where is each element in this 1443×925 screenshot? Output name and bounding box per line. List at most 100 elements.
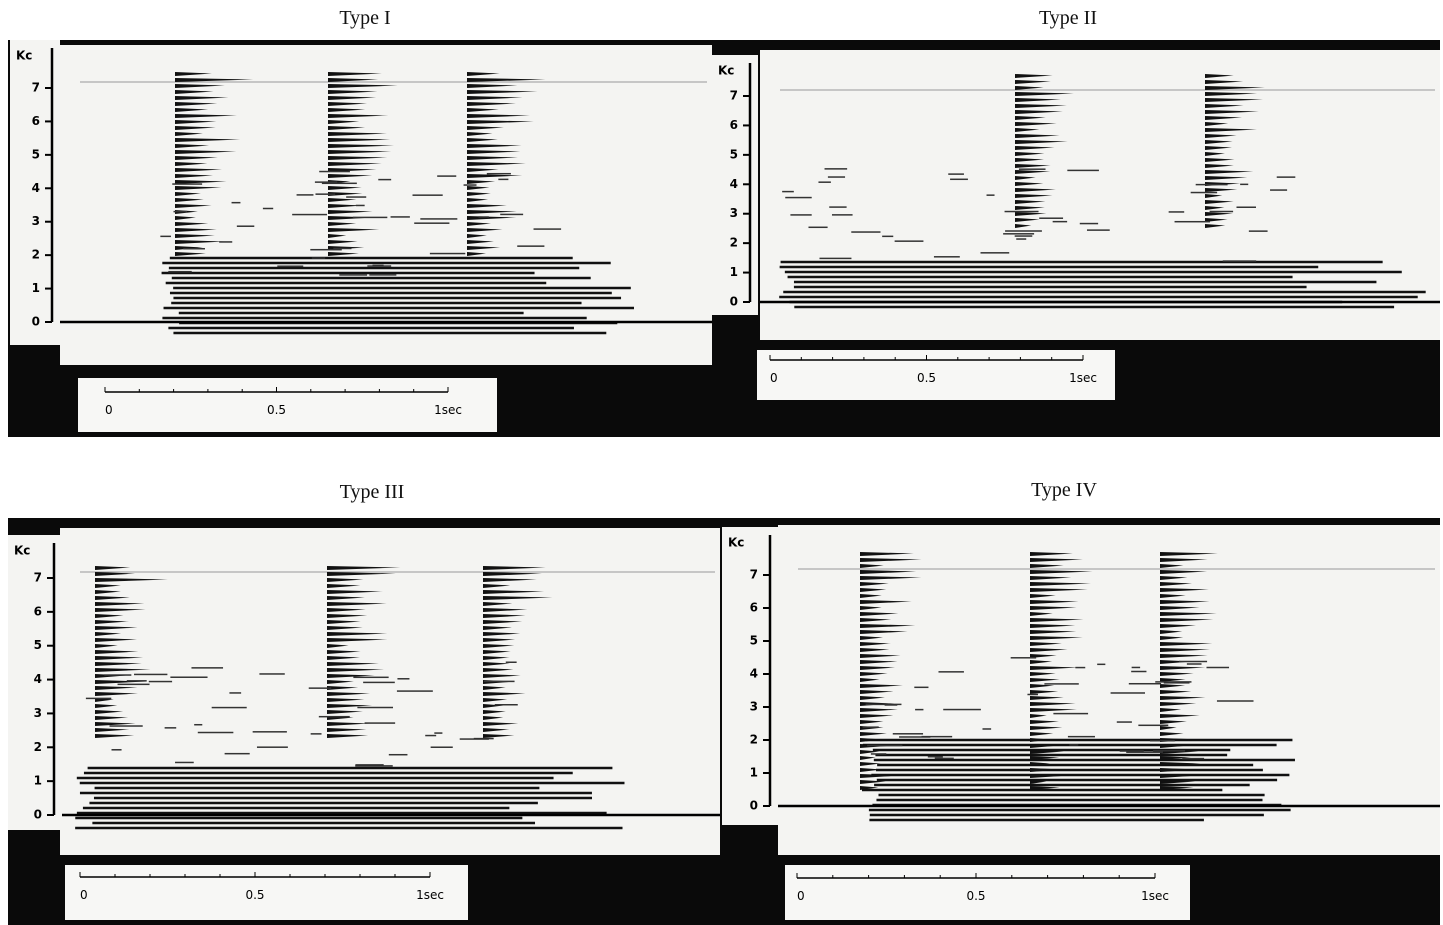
burst-streak xyxy=(1030,654,1057,658)
burst-streak xyxy=(483,728,510,732)
burst-streak xyxy=(1015,74,1053,78)
speckle xyxy=(292,213,327,216)
burst-streak xyxy=(328,138,391,142)
burst-streak xyxy=(860,654,901,658)
burst-streak xyxy=(175,102,218,106)
speckle xyxy=(434,732,443,734)
speckle xyxy=(219,241,233,243)
burst-streak xyxy=(1160,636,1184,640)
burst-streak xyxy=(175,204,212,208)
burst-streak xyxy=(1030,648,1068,652)
freq-label: 4 xyxy=(34,672,42,686)
burst-streak xyxy=(860,582,889,586)
burst-streak xyxy=(860,678,880,682)
speckle xyxy=(1276,176,1296,178)
time-label: 1sec xyxy=(1141,889,1169,903)
burst-streak xyxy=(1030,732,1054,736)
burst-streak xyxy=(1015,194,1053,198)
burst-streak xyxy=(1160,660,1192,664)
burst-streak xyxy=(95,728,130,732)
burst-streak xyxy=(328,126,366,130)
burst-streak xyxy=(328,156,388,160)
burst-streak xyxy=(327,620,361,624)
speckle xyxy=(505,661,517,663)
burst-streak xyxy=(1015,104,1067,108)
burst-streak xyxy=(1030,570,1093,574)
burst-streak xyxy=(1030,714,1047,718)
burst-streak xyxy=(328,240,358,244)
burst-streak xyxy=(95,722,136,726)
burst-streak xyxy=(175,108,209,112)
burst-streak xyxy=(1015,128,1040,132)
burst-streak xyxy=(95,716,129,720)
burst-streak xyxy=(860,786,879,790)
burst-streak xyxy=(1205,212,1233,216)
burst-streak xyxy=(1030,744,1060,748)
burst-streak xyxy=(467,210,517,214)
freq-label: 1 xyxy=(750,766,758,780)
burst-streak xyxy=(328,144,395,148)
burst-streak xyxy=(483,644,515,648)
speckle xyxy=(229,692,242,694)
time-label: 0 xyxy=(80,888,88,902)
burst-streak xyxy=(327,578,364,582)
burst-streak xyxy=(1030,774,1070,778)
freq-label: 6 xyxy=(730,118,738,132)
burst-streak xyxy=(1030,720,1059,724)
burst-streak xyxy=(467,186,490,190)
speckle xyxy=(414,222,450,224)
speckle xyxy=(396,690,433,692)
burst-streak xyxy=(467,222,491,226)
freq-label: 2 xyxy=(32,248,40,262)
speckle xyxy=(357,706,394,709)
freq-label: 1 xyxy=(34,774,42,788)
speckle xyxy=(252,731,287,733)
burst-streak xyxy=(175,114,237,118)
speckle xyxy=(1182,757,1205,760)
burst-streak xyxy=(860,714,894,718)
burst-streak xyxy=(467,144,522,148)
panel-title: Type III xyxy=(340,481,405,503)
speckle xyxy=(1119,750,1144,752)
speckle xyxy=(494,703,518,706)
freq-label: 1 xyxy=(32,281,40,295)
burst-streak xyxy=(483,668,514,672)
burst-streak xyxy=(1015,146,1055,150)
speckle xyxy=(172,183,203,185)
burst-streak xyxy=(1160,564,1184,568)
burst-streak xyxy=(483,674,521,678)
burst-streak xyxy=(860,666,896,670)
speckle xyxy=(785,196,812,199)
speckle xyxy=(194,723,203,726)
burst-streak xyxy=(860,648,890,652)
freq-label: 5 xyxy=(32,147,40,161)
freq-label: 0 xyxy=(32,315,40,329)
burst-streak xyxy=(95,674,126,678)
burst-streak xyxy=(467,126,504,130)
burst-streak xyxy=(483,614,526,618)
burst-streak xyxy=(175,252,206,256)
speckle xyxy=(1075,666,1086,669)
burst-streak xyxy=(467,192,491,196)
speckle xyxy=(1206,666,1230,669)
burst-streak xyxy=(1160,618,1214,622)
speckle xyxy=(1053,712,1089,715)
burst-streak xyxy=(467,90,538,94)
speckle xyxy=(927,756,943,758)
panel-title: Type IV xyxy=(1031,479,1097,501)
burst-streak xyxy=(483,722,519,726)
burst-streak xyxy=(175,234,215,238)
burst-streak xyxy=(1015,176,1036,180)
speckle xyxy=(191,667,224,669)
burst-streak xyxy=(327,698,365,702)
burst-streak xyxy=(327,728,367,732)
burst-streak xyxy=(1205,110,1259,114)
burst-streak xyxy=(1160,708,1182,712)
burst-streak xyxy=(175,168,222,172)
speckle xyxy=(1010,657,1037,659)
burst-streak xyxy=(860,600,912,604)
burst-streak xyxy=(467,84,518,88)
burst-streak xyxy=(95,650,139,654)
burst-streak xyxy=(95,686,138,690)
speckle xyxy=(1039,217,1064,219)
